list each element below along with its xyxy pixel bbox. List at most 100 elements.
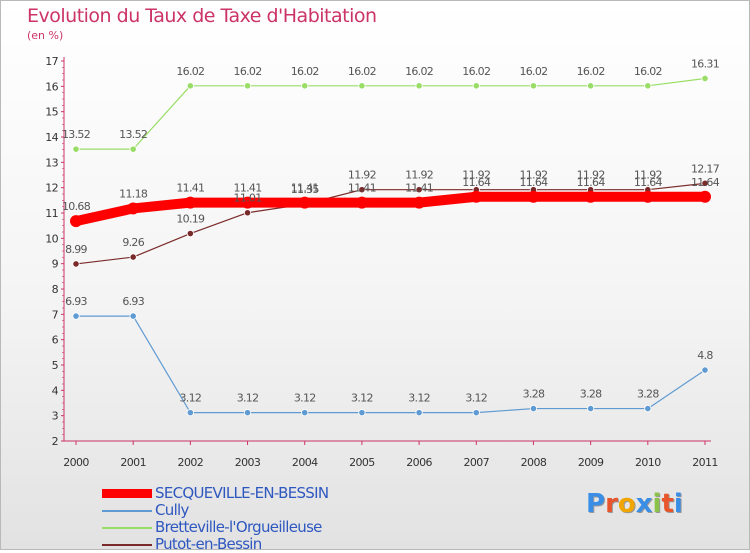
data-label: 10.19 <box>176 213 205 226</box>
data-point <box>587 82 595 90</box>
x-tick-label: 2009 <box>578 456 604 469</box>
data-label: 11.92 <box>577 169 605 182</box>
x-tick-label: 2008 <box>521 456 547 469</box>
logo-letter: r <box>605 489 618 519</box>
data-point <box>355 196 368 209</box>
legend-swatch <box>102 509 152 512</box>
data-point <box>243 209 252 217</box>
data-label: 16.02 <box>577 65 605 78</box>
data-point <box>587 404 595 413</box>
data-point <box>129 253 137 261</box>
data-label: 16.02 <box>634 65 662 78</box>
legend-swatch <box>102 543 152 546</box>
x-tick-label: 2004 <box>292 456 318 469</box>
data-label: 3.12 <box>237 392 259 405</box>
data-point <box>415 186 423 194</box>
data-label: 11.41 <box>291 182 319 195</box>
logo-letter: i <box>652 489 662 519</box>
data-label: 3.12 <box>465 392 487 405</box>
data-label: 11.64 <box>462 176 491 189</box>
x-tick-label: 2011 <box>692 456 718 469</box>
data-label: 11.92 <box>462 169 490 182</box>
data-point <box>529 404 538 413</box>
data-label: 11.64 <box>691 176 720 189</box>
data-point <box>243 82 252 90</box>
data-label: 11.35 <box>291 183 320 196</box>
y-tick-label: 10 <box>45 232 58 245</box>
x-tick-label: 2007 <box>463 456 489 469</box>
data-label: 6.93 <box>122 295 144 308</box>
data-point <box>413 196 426 209</box>
data-point <box>358 82 366 90</box>
data-point <box>358 186 366 194</box>
series-line <box>75 77 706 150</box>
logo-letter: P <box>586 489 606 519</box>
x-tick-label: 2000 <box>63 456 89 469</box>
legend: SECQUEVILLE-EN-BESSIN Cully Bretteville-l'… <box>102 485 402 553</box>
data-point <box>72 260 80 268</box>
data-point <box>644 404 652 413</box>
y-tick-label: 9 <box>52 258 59 271</box>
data-point <box>358 409 366 417</box>
data-point <box>415 409 423 417</box>
data-label: 9.26 <box>122 236 144 249</box>
data-point <box>472 409 480 417</box>
data-point <box>70 215 82 228</box>
y-tick-label: 17 <box>45 55 58 68</box>
data-point <box>701 74 709 83</box>
data-point <box>129 145 137 153</box>
data-label: 11.64 <box>519 176 548 189</box>
y-tick-label: 14 <box>45 131 58 144</box>
y-tick-label: 6 <box>52 334 59 347</box>
legend-label: SECQUEVILLE-EN-BESSIN <box>155 484 329 502</box>
data-label: 3.12 <box>408 392 430 405</box>
data-point <box>472 82 480 90</box>
legend-label: Bretteville-l'Orgueilleuse <box>155 518 322 536</box>
data-label: 3.12 <box>351 392 373 405</box>
data-label: 11.41 <box>234 182 262 195</box>
legend-swatch <box>102 489 152 498</box>
data-label: 16.02 <box>519 65 547 78</box>
data-point <box>701 179 709 187</box>
data-label: 3.28 <box>637 388 659 401</box>
legend-item: Bretteville-l'Orgueilleuse <box>102 519 402 536</box>
y-tick-label: 4 <box>52 384 59 397</box>
y-tick-label: 3 <box>52 410 59 423</box>
data-label: 16.31 <box>691 57 719 70</box>
data-point <box>527 190 540 203</box>
x-tick-label: 2010 <box>635 456 661 469</box>
y-tick-label: 7 <box>52 308 59 321</box>
x-tick-label: 2002 <box>178 456 204 469</box>
data-point <box>301 82 309 90</box>
x-tick-label: 2003 <box>235 456 261 469</box>
series-line <box>75 182 706 265</box>
y-tick-label: 12 <box>45 182 58 195</box>
data-point <box>127 202 140 215</box>
data-label: 11.41 <box>176 182 204 195</box>
data-label: 11.64 <box>577 176 606 189</box>
data-label: 16.02 <box>176 65 204 78</box>
legend-item: Cully <box>102 502 402 519</box>
data-label: 11.92 <box>519 169 547 182</box>
logo-letter: o <box>617 489 636 519</box>
data-point <box>415 82 423 90</box>
data-point <box>72 145 80 153</box>
data-point <box>584 190 597 203</box>
y-tick-label: 11 <box>45 207 58 220</box>
data-label: 3.12 <box>180 392 202 405</box>
data-point <box>301 409 309 417</box>
data-point <box>701 366 709 374</box>
data-label: 11.18 <box>119 187 148 200</box>
data-point <box>129 312 137 320</box>
data-point <box>470 190 483 203</box>
data-point <box>529 82 538 90</box>
legend-item: SECQUEVILLE-EN-BESSIN <box>102 485 402 502</box>
x-tick-label: 2005 <box>349 456 375 469</box>
series-line <box>71 191 710 227</box>
logo-letter: x <box>635 489 653 519</box>
proxiti-logo: Proxiti <box>586 489 683 519</box>
data-label: 3.12 <box>294 392 316 405</box>
data-label: 3.28 <box>523 388 545 401</box>
